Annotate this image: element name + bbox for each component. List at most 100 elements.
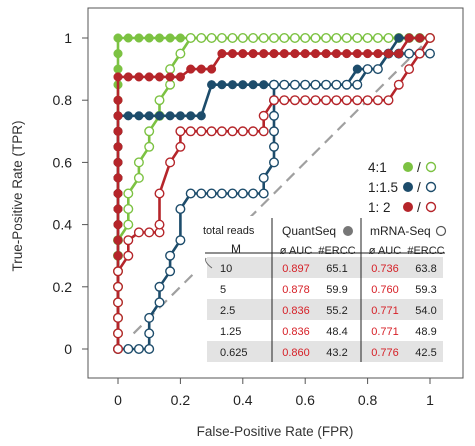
- data-point: [113, 251, 123, 261]
- cell-m: 1.25: [220, 326, 241, 338]
- table-row-shade: [207, 257, 443, 278]
- data-point: [144, 328, 155, 339]
- data-point: [289, 95, 300, 106]
- cell-mrnaseq-ercc: 54.0: [415, 305, 436, 317]
- cell-mrnaseq-ercc: 48.9: [415, 326, 436, 338]
- data-point: [238, 49, 248, 59]
- legend-open-marker: [425, 161, 437, 173]
- data-point: [123, 344, 134, 355]
- legend: 4:1 / 1:1.5 / 1: 2 /: [368, 160, 437, 215]
- data-point: [258, 188, 269, 199]
- x-tick-label: 1: [426, 392, 434, 408]
- data-point: [186, 64, 196, 74]
- data-point: [113, 126, 123, 136]
- cell-m: 5: [220, 284, 226, 296]
- data-point: [165, 157, 176, 168]
- cell-quantseq-ercc: 65.1: [326, 263, 347, 275]
- data-point: [269, 141, 280, 152]
- table-group-quantseq: QuantSeq: [282, 224, 336, 238]
- table-corner-label: total reads: [203, 225, 255, 237]
- data-point: [310, 33, 321, 44]
- data-point: [175, 48, 186, 59]
- table-row-shade: [207, 299, 443, 320]
- data-point: [175, 111, 185, 121]
- data-point: [394, 49, 404, 59]
- data-point: [404, 64, 415, 75]
- data-point: [341, 79, 352, 90]
- data-point: [227, 33, 238, 44]
- data-point: [269, 95, 280, 106]
- data-point: [216, 33, 227, 44]
- data-point: [196, 64, 206, 74]
- legend-open-marker: [425, 181, 437, 193]
- data-point: [144, 72, 154, 82]
- data-point: [165, 33, 175, 43]
- data-point: [248, 188, 259, 199]
- data-point: [279, 33, 290, 44]
- data-point: [227, 80, 238, 90]
- cell-quantseq-auc: 0.836: [282, 326, 310, 338]
- data-point: [196, 33, 207, 44]
- data-point: [207, 64, 217, 74]
- data-point: [112, 312, 123, 323]
- summary-table: total reads M QuantSeq mRNA-Seq ø AUC #ERCC ø …: [196, 216, 460, 362]
- data-point: [165, 111, 175, 121]
- legend-label: 4:1: [368, 160, 387, 175]
- data-point: [112, 297, 123, 308]
- table-m-label: M: [231, 242, 241, 256]
- data-point: [415, 33, 425, 43]
- data-point: [134, 111, 144, 121]
- cell-mrnaseq-ercc: 59.3: [415, 284, 436, 296]
- data-point: [289, 79, 300, 90]
- cell-quantseq-ercc: 48.4: [326, 326, 347, 338]
- cell-m: 0.625: [220, 347, 248, 359]
- data-point: [404, 33, 414, 43]
- legend-separator: /: [417, 200, 421, 215]
- data-point: [123, 72, 133, 82]
- data-point: [321, 49, 331, 59]
- data-point: [165, 64, 176, 75]
- data-point: [300, 49, 310, 59]
- data-point: [123, 188, 134, 199]
- data-point: [269, 49, 279, 59]
- data-point: [113, 64, 123, 74]
- legend-open-marker: [425, 201, 437, 213]
- data-point: [290, 49, 300, 59]
- data-point: [362, 95, 373, 106]
- data-point: [425, 48, 436, 59]
- data-point: [237, 126, 248, 137]
- cell-quantseq-ercc: 43.2: [326, 347, 347, 359]
- data-point: [206, 33, 217, 44]
- data-point: [352, 79, 363, 90]
- data-point: [113, 220, 123, 230]
- cell-mrnaseq-auc: 0.771: [371, 326, 399, 338]
- data-point: [321, 95, 332, 106]
- data-point: [425, 33, 436, 44]
- cell-mrnaseq-ercc: 63.8: [415, 263, 436, 275]
- data-point: [133, 172, 144, 183]
- data-point: [134, 33, 144, 43]
- data-point: [144, 126, 155, 137]
- data-point: [165, 79, 176, 90]
- data-point: [206, 126, 217, 137]
- data-point: [196, 188, 207, 199]
- data-point: [113, 204, 123, 214]
- data-point: [113, 72, 123, 82]
- data-point: [154, 72, 165, 82]
- data-point: [269, 126, 280, 137]
- y-axis-ticks: 0 0.2 0.4 0.6 0.8 1: [53, 30, 88, 357]
- data-point: [393, 79, 404, 90]
- data-point: [123, 203, 134, 214]
- data-point: [216, 188, 227, 199]
- data-point: [372, 64, 383, 75]
- data-point: [175, 235, 186, 246]
- data-point: [227, 49, 238, 59]
- x-tick-label: 0.8: [358, 392, 378, 408]
- data-point: [227, 188, 238, 199]
- data-point: [165, 72, 175, 82]
- y-axis-label: True-Positive Rate (TPR): [10, 120, 25, 271]
- table-subheader: #ERCC: [318, 245, 355, 257]
- y-tick-label: 0.2: [53, 279, 73, 295]
- cell-m: 2.5: [220, 305, 235, 317]
- data-point: [113, 142, 123, 152]
